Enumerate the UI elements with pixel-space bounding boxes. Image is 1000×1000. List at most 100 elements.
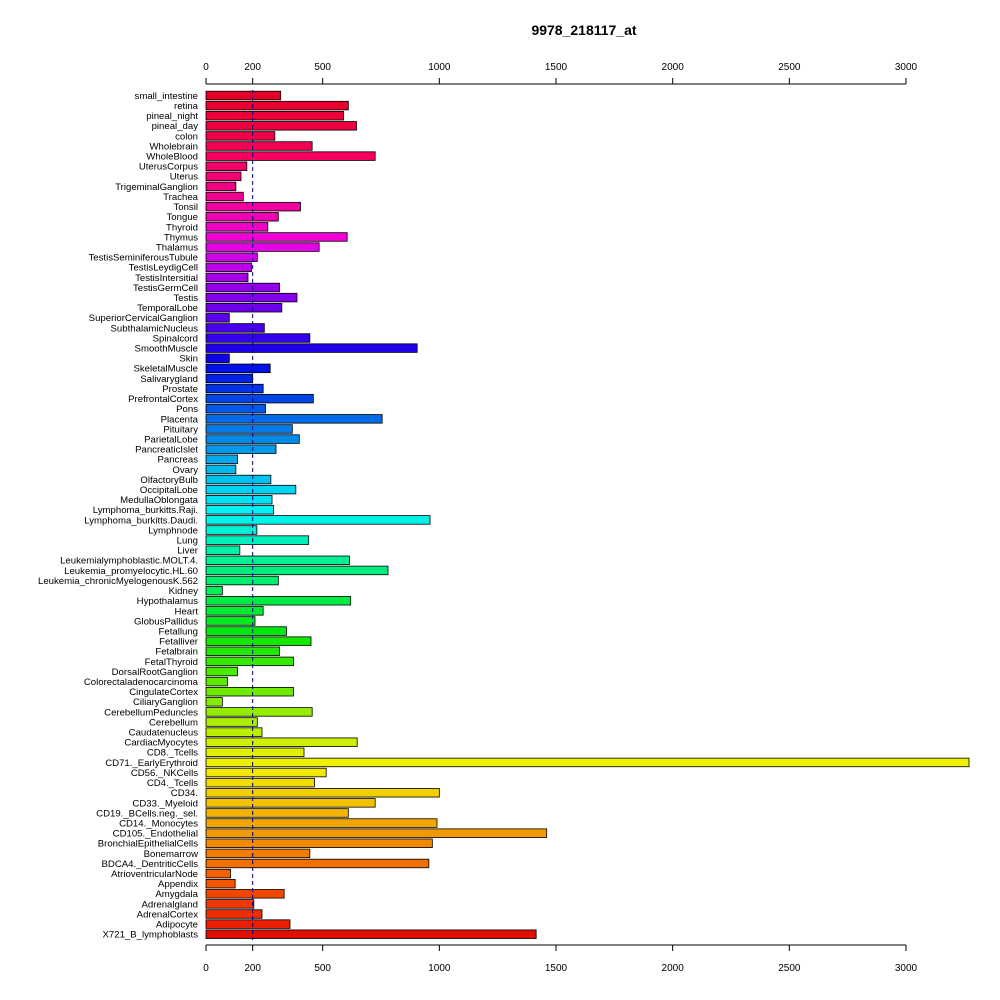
bar <box>205 201 301 212</box>
category-label: Bonemarrow <box>144 849 198 860</box>
category-label: Prostate <box>162 384 198 395</box>
category-label: SubthalamicNucleus <box>111 323 199 334</box>
category-label: pineal_night <box>146 111 198 122</box>
bar <box>205 111 345 121</box>
bar <box>205 454 238 464</box>
category-label: Fetallung <box>159 626 198 637</box>
bar <box>205 525 258 535</box>
bar <box>205 929 537 939</box>
bottom-tick-label: 500 <box>314 963 331 974</box>
category-label: Thalamus <box>156 242 198 253</box>
bar <box>205 868 231 879</box>
category-label: Wholebrain <box>149 141 198 152</box>
bar <box>205 191 244 202</box>
bottom-tick-label: 2000 <box>662 963 685 974</box>
bar <box>205 303 283 313</box>
bottom-x-axis: 0 200 500 1000 1500 2000 2500 3000 <box>203 944 918 974</box>
bar <box>205 808 349 818</box>
top-tick-label: 2000 <box>662 62 685 73</box>
bar <box>205 272 249 283</box>
bar <box>205 565 389 576</box>
bar <box>205 828 548 838</box>
category-label: CardiacMyocytes <box>124 738 198 749</box>
bar <box>205 282 280 293</box>
bar <box>205 747 305 758</box>
category-label: Tonsil <box>173 202 198 213</box>
category-label: Tongue <box>167 212 198 223</box>
bar <box>205 353 230 363</box>
bar <box>205 616 256 626</box>
category-label: Spinalcord <box>153 333 198 344</box>
category-label: X721_B_lymphoblasts <box>103 930 199 941</box>
category-label: Heart <box>175 606 199 617</box>
category-label: CingulateCortex <box>129 687 198 698</box>
category-label: CD14._Monocytes <box>119 818 198 829</box>
category-label: OlfactoryBulb <box>140 475 198 486</box>
top-tick-label: 0 <box>203 62 209 73</box>
category-label: CD33._Myeloid <box>132 798 198 809</box>
bar <box>205 242 320 252</box>
category-label: Placenta <box>161 414 199 425</box>
bar <box>205 656 294 667</box>
bar <box>205 444 277 454</box>
bottom-tick-label: 1500 <box>545 963 568 974</box>
top-tick-label: 3000 <box>895 62 918 73</box>
bar <box>205 484 297 495</box>
bar <box>205 505 275 515</box>
category-label: CD71._EarlyErythroid <box>105 758 198 769</box>
bars-group <box>205 90 970 939</box>
category-label: TestisIntersitial <box>135 273 198 284</box>
category-label: AdrenalCortex <box>137 909 199 920</box>
category-label: Pituitary <box>163 424 198 435</box>
bar <box>205 899 255 909</box>
category-label: Kidney <box>169 586 199 597</box>
category-label: TestisLeydigCell <box>129 263 198 274</box>
category-label: Testis <box>173 293 198 304</box>
category-label: Salivarygland <box>140 374 198 385</box>
category-label: Cerebellum <box>149 717 198 728</box>
bar <box>205 404 266 414</box>
bar <box>205 100 349 111</box>
bar <box>205 313 230 323</box>
bar <box>205 494 273 505</box>
bar <box>205 212 279 222</box>
bar <box>205 323 265 333</box>
category-label: WholeBlood <box>146 152 198 163</box>
bar <box>205 666 238 677</box>
bar <box>205 687 294 697</box>
bottom-tick-label: 3000 <box>895 963 918 974</box>
category-label: Lymphoma_burkitts.Daudi. <box>84 515 198 526</box>
category-label: CD105._Endothelial <box>113 829 198 840</box>
bar <box>205 707 313 717</box>
bar <box>205 393 314 404</box>
bar <box>205 161 248 171</box>
category-label: Uterus <box>170 172 198 183</box>
category-labels: small_intestineretinapineal_nightpineal_… <box>38 91 199 941</box>
bar <box>205 717 258 727</box>
bar <box>205 727 263 737</box>
bar <box>205 464 237 475</box>
category-label: colon <box>175 131 198 142</box>
category-label: Pancreas <box>157 455 198 466</box>
bar <box>205 818 438 828</box>
category-label: CD8._Tcells <box>147 748 198 759</box>
bar <box>205 232 348 242</box>
bar <box>205 474 272 485</box>
category-label: Thyroid <box>166 222 198 233</box>
category-label: Hypothalamus <box>137 596 199 607</box>
category-label: CD4._Tcells <box>147 778 198 789</box>
bar <box>205 171 242 182</box>
category-label: BronchialEpithelialCells <box>98 839 198 850</box>
bar <box>205 878 236 889</box>
bar <box>205 121 357 131</box>
category-label: Lung <box>177 536 198 547</box>
category-label: Amygdala <box>155 889 198 900</box>
bar <box>205 676 228 687</box>
bar <box>205 222 269 232</box>
bar <box>205 889 285 899</box>
category-label: small_intestine <box>135 91 198 102</box>
category-label: Lymphnode <box>148 525 198 536</box>
category-label: Liver <box>177 546 199 557</box>
bar <box>205 131 276 141</box>
top-tick-label: 200 <box>244 62 261 73</box>
